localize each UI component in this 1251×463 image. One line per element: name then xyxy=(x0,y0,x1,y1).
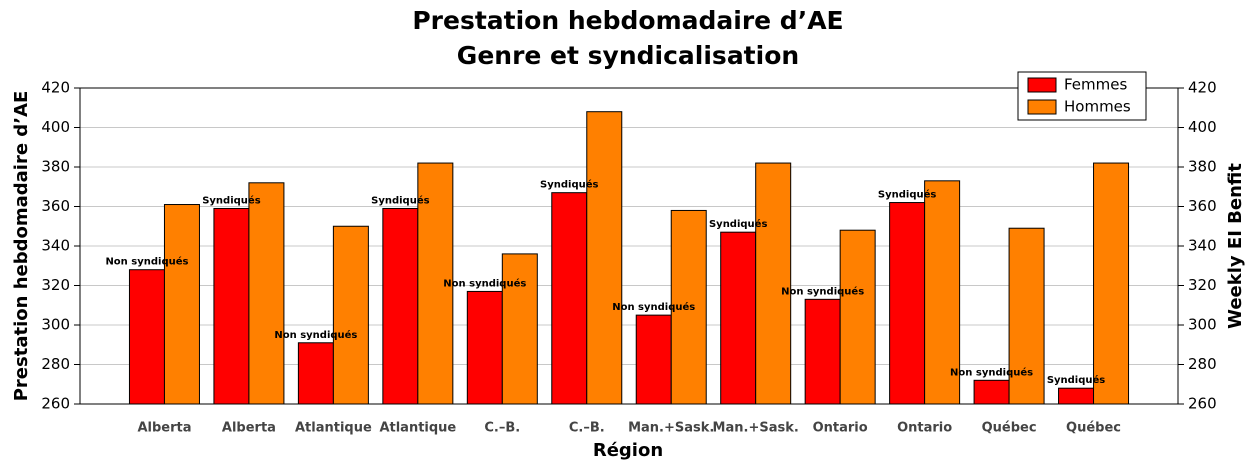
y2-tick-label: 360 xyxy=(1188,197,1217,215)
y2-tick-label: 260 xyxy=(1188,395,1217,413)
y2-tick-label: 320 xyxy=(1188,276,1217,294)
y-tick-label: 360 xyxy=(41,197,70,215)
y2-tick-label: 400 xyxy=(1188,118,1217,136)
y-tick-label: 420 xyxy=(41,79,70,97)
plot-frame xyxy=(79,87,1179,405)
x-tick-label: Atlantique xyxy=(295,421,372,436)
bar xyxy=(635,314,672,405)
x-tick-label: Alberta xyxy=(222,421,276,436)
legend-swatch xyxy=(1027,77,1057,93)
x-tick-label: Ontario xyxy=(897,421,952,436)
bar xyxy=(839,229,876,405)
bar-annotation: Non syndiqués xyxy=(612,301,695,313)
bar xyxy=(1093,162,1130,405)
chart-subtitle: Genre et syndicalisation xyxy=(457,41,799,70)
bar-annotation: Syndiqués xyxy=(371,194,429,206)
bar xyxy=(924,180,961,405)
bar xyxy=(417,162,454,405)
legend-label: Hommes xyxy=(1064,98,1131,116)
bar xyxy=(755,162,792,405)
bar xyxy=(1058,387,1095,405)
bar xyxy=(382,207,419,405)
x-tick-label: Alberta xyxy=(137,421,191,436)
bar xyxy=(973,379,1010,405)
y-tick-label: 320 xyxy=(41,276,70,294)
bar xyxy=(213,207,250,405)
y2-tick-label: 380 xyxy=(1188,158,1217,176)
x-tick-label: Ontario xyxy=(813,421,868,436)
bar xyxy=(163,204,200,405)
bar-annotation: Syndiqués xyxy=(878,189,936,201)
y2-axis-label: Weekly EI Benfit xyxy=(1225,163,1246,329)
bar xyxy=(804,298,841,405)
y2-tick-label: 300 xyxy=(1188,316,1217,334)
bar xyxy=(297,342,334,405)
bar xyxy=(466,290,503,405)
x-tick-label: Québec xyxy=(1066,421,1121,436)
y2-tick-label: 340 xyxy=(1188,237,1217,255)
bar-annotation: Non syndiqués xyxy=(443,277,526,289)
bar xyxy=(1008,227,1045,405)
y2-tick-label: 280 xyxy=(1188,355,1217,373)
y-tick-label: 300 xyxy=(41,316,70,334)
bar-annotation: Non syndiqués xyxy=(105,256,188,268)
legend-swatch xyxy=(1027,99,1057,115)
bar-annotation: Syndiqués xyxy=(202,194,260,206)
bar xyxy=(128,269,165,405)
x-tick-label: Québec xyxy=(982,421,1037,436)
bar-annotation: Syndiqués xyxy=(540,179,598,191)
y-tick-label: 400 xyxy=(41,118,70,136)
x-tick-label: C.–B. xyxy=(569,421,605,436)
y-tick-label: 260 xyxy=(41,395,70,413)
y-axis-label: Prestation hebdomadaire d’AE xyxy=(11,91,32,402)
bar xyxy=(720,231,757,405)
y-tick-label: 340 xyxy=(41,237,70,255)
bar xyxy=(551,192,588,405)
bar xyxy=(889,202,926,405)
legend-label: Femmes xyxy=(1064,76,1127,94)
bar xyxy=(670,209,707,405)
x-tick-label: Man.+Sask. xyxy=(713,421,799,436)
bar xyxy=(332,225,369,405)
bar-annotation: Syndiqués xyxy=(1047,374,1105,386)
bar-annotation: Non syndiqués xyxy=(781,285,864,297)
chart-title: Prestation hebdomadaire d’AE xyxy=(412,6,843,35)
y-tick-label: 280 xyxy=(41,355,70,373)
bar xyxy=(248,182,285,405)
bar xyxy=(586,111,623,405)
bar xyxy=(501,253,538,405)
x-tick-label: Man.+Sask. xyxy=(628,421,714,436)
x-axis-label: Région xyxy=(593,440,663,461)
bar-annotation: Non syndiqués xyxy=(950,366,1033,378)
bar-annotation: Non syndiqués xyxy=(274,329,357,341)
x-tick-label: Atlantique xyxy=(379,421,456,436)
x-tick-label: C.–B. xyxy=(484,421,520,436)
y-tick-label: 380 xyxy=(41,158,70,176)
y2-tick-label: 420 xyxy=(1188,79,1217,97)
bar-annotation: Syndiqués xyxy=(709,218,767,230)
